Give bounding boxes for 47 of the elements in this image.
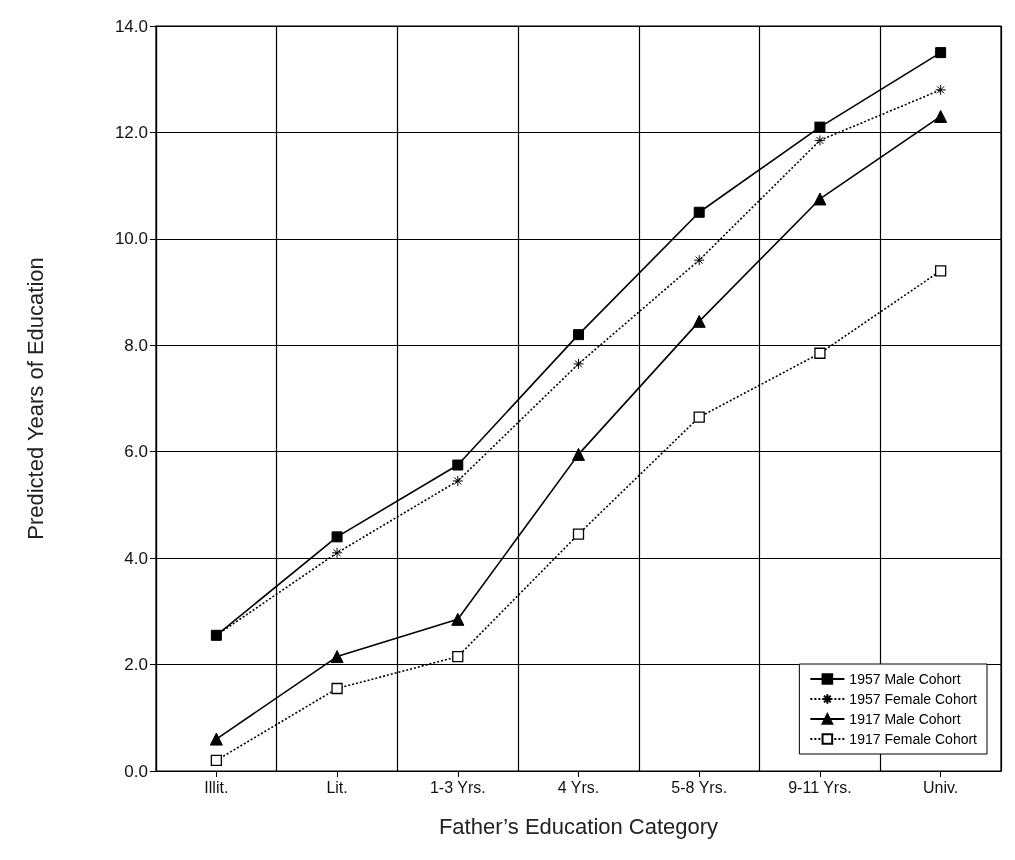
y-tick-label: 8.0 [124,335,148,355]
x-tick-label: Illit. [204,778,229,796]
point [452,459,464,471]
y-tick-label: 6.0 [124,442,148,462]
legend-label: 1957 Male Cohort [849,671,961,687]
y-tick-label: 12.0 [114,122,148,142]
point [210,754,223,767]
point [693,206,705,218]
x-tick-label: 5-8 Yrs. [671,778,728,796]
x-tick-label: Univ. [923,778,959,796]
point [814,121,826,133]
point [814,134,826,146]
legend-label: 1917 Female Cohort [849,731,978,747]
point [452,650,464,663]
x-tick-label: 9-11 Yrs. [788,778,852,796]
point [693,254,705,266]
legend-label: 1917 Male Cohort [849,711,961,727]
y-tick-label: 2.0 [124,655,148,675]
point [573,329,584,341]
y-tick-label: 4.0 [124,548,148,568]
point [935,84,947,96]
point [934,265,947,277]
point [451,612,465,626]
point [693,411,705,423]
legend-label: 1957 Female Cohort [849,691,978,707]
point [209,732,223,746]
point [331,682,343,695]
x-tick-label: 4 Yrs. [557,778,600,796]
y-axis-title: Predicted Years of Education [22,257,48,540]
point [330,650,344,664]
point [331,531,343,543]
point [573,358,584,370]
point [452,475,464,487]
y-tick-label: 10.0 [114,229,148,249]
y-tick-label: 14.0 [114,16,148,36]
y-tick-label: 0.0 [124,761,148,781]
point [934,109,948,123]
point [572,528,585,540]
x-tick-label: 1-3 Yrs. [429,778,486,796]
x-axis-title: Father’s Education Category [438,813,719,839]
point [814,347,826,359]
point [692,314,706,328]
point [331,547,343,559]
point [813,192,827,206]
point [935,47,947,59]
x-tick-label: Lit. [326,778,348,796]
point [572,447,585,461]
